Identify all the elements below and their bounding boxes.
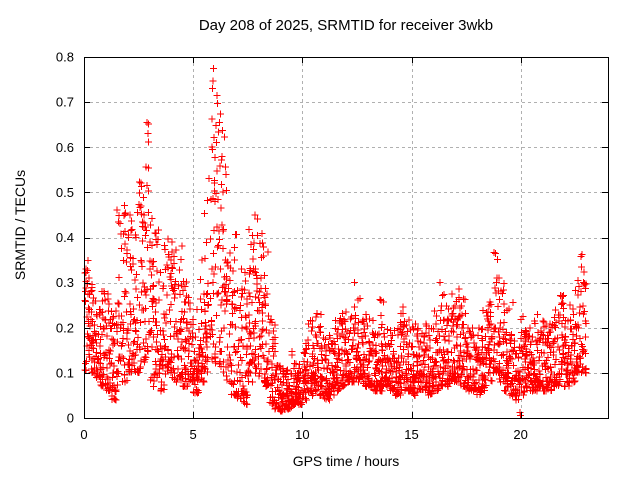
y-tick-label: 0.6 <box>56 140 74 155</box>
y-tick-label: 0.8 <box>56 50 74 65</box>
scatter-points <box>81 65 590 419</box>
y-tick-label: 0.3 <box>56 275 74 290</box>
x-tick-label: 0 <box>80 427 87 442</box>
y-tick-label: 0.2 <box>56 320 74 335</box>
y-tick-label: 0.1 <box>56 365 74 380</box>
x-tick-label: 20 <box>513 427 527 442</box>
grid-lines <box>84 57 608 418</box>
y-tick-label: 0 <box>67 411 74 426</box>
y-tick-label: 0.7 <box>56 95 74 110</box>
y-tick-label: 0.5 <box>56 185 74 200</box>
x-tick-label: 10 <box>295 427 309 442</box>
x-tick-label: 5 <box>190 427 197 442</box>
y-tick-label: 0.4 <box>56 230 74 245</box>
x-tick-label: 15 <box>404 427 418 442</box>
x-axis-label: GPS time / hours <box>292 453 400 469</box>
tick-labels: 0 5 10 15 20 0 0.1 0.2 0.3 0.4 0.5 0.6 0.7 0.8 <box>56 50 528 443</box>
axes-frame <box>84 57 609 419</box>
chart-title: Day 208 of 2025, SRMTID for receiver 3wk… <box>198 17 494 34</box>
